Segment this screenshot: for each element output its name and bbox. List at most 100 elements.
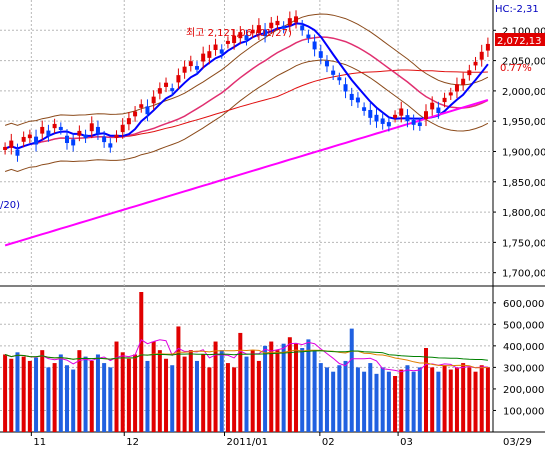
volume-bar [318, 363, 323, 432]
volume-bar [126, 358, 131, 432]
volume-tick-label: 200,000 [503, 385, 544, 396]
candle-body [201, 53, 206, 62]
volume-bar [120, 352, 125, 432]
volume-bar [151, 341, 156, 432]
volume-bar [417, 367, 422, 432]
volume-bar [77, 350, 82, 432]
candle-body [331, 70, 336, 75]
time-axis-ticks: 11 12 2011/01 02 03 [30, 432, 413, 448]
bollinger-lower [4, 59, 489, 173]
time-tick-label: 2011/01 [226, 437, 268, 448]
volume-bar [355, 367, 360, 432]
candle-body [114, 134, 119, 138]
candle-body [380, 118, 385, 124]
candle-body [139, 104, 144, 108]
candle-body [250, 29, 255, 34]
candle-body [83, 134, 88, 139]
volume-bar [89, 360, 94, 432]
candle-body [281, 25, 286, 29]
candle-body [287, 18, 292, 26]
volume-bar [393, 376, 398, 432]
corner-label: HC:-2,31 [495, 4, 539, 15]
candle-body [52, 123, 57, 129]
candle-body [454, 84, 459, 92]
volume-bar [343, 360, 348, 432]
volume-tick-label: 100,000 [503, 406, 544, 417]
volume-bar [294, 343, 299, 432]
volume-bar [263, 345, 268, 432]
candle-body [294, 16, 299, 23]
bollinger-upper [4, 13, 489, 126]
candle-body [27, 134, 32, 139]
volume-bar [114, 341, 119, 432]
volume-bar [201, 354, 206, 432]
candle-body [485, 43, 490, 51]
time-tick-label: 02 [322, 437, 335, 448]
candle-body [182, 66, 187, 73]
candle-body [176, 75, 181, 83]
volume-bar [374, 373, 379, 432]
candle-body [64, 135, 69, 143]
candle-body [21, 136, 26, 142]
candle-body [355, 97, 360, 103]
volume-bar [300, 348, 305, 432]
volume-bar [454, 367, 459, 432]
price-axis-ticks: 1,700,00 1,750,00 1,800,00 1,850,00 1,900,00… [493, 26, 545, 280]
volume-bar [485, 367, 490, 432]
volume-bar [207, 367, 212, 432]
candle-body [300, 25, 305, 31]
candle-body [126, 118, 131, 125]
volume-bar [71, 369, 76, 432]
volume-bar [133, 354, 138, 432]
price-tick-label: 1,700,00 [502, 269, 545, 280]
candle-body [40, 126, 45, 134]
volume-ma-40 [4, 350, 488, 361]
volume-bar [219, 350, 224, 432]
volume-bar [188, 350, 193, 432]
volume-bar [349, 328, 354, 432]
candle-body [324, 60, 329, 67]
volume-bar [436, 371, 441, 432]
candle-body [34, 136, 39, 145]
candle-body [349, 93, 354, 100]
candle-body [318, 51, 323, 58]
volume-bar [331, 371, 336, 432]
volume-bar [9, 358, 14, 432]
candle-body [15, 149, 20, 156]
candle-body [58, 126, 63, 130]
x-last-label: 03/29 [503, 437, 532, 448]
volume-tick-label: 600,000 [503, 299, 544, 310]
candle-body [405, 115, 410, 122]
candle-body [225, 40, 230, 44]
price-tick-label: 1,750,00 [502, 238, 545, 249]
volume-bar [238, 332, 243, 432]
volume-bar [102, 363, 107, 432]
volume-tick-label: 400,000 [503, 342, 544, 353]
candle-body [9, 140, 14, 148]
volume-bar [157, 350, 162, 432]
candle-body [207, 51, 212, 58]
volume-bar [479, 365, 484, 432]
candle-body [170, 88, 175, 92]
candle-body [374, 114, 379, 122]
volume-bar [306, 339, 311, 432]
time-tick-label: 11 [33, 437, 46, 448]
volume-bar [442, 365, 447, 432]
volume-bar [27, 360, 32, 432]
candle-body [219, 49, 224, 54]
candle-body [417, 122, 422, 127]
volume-bar [275, 350, 280, 432]
price-tick-label: 2,100,00 [502, 26, 545, 37]
candle-body [461, 78, 466, 85]
candle-body [194, 66, 199, 70]
candle-body [473, 61, 478, 66]
candle-body [145, 106, 150, 115]
candle-body [256, 25, 261, 34]
volume-bar [182, 356, 187, 432]
volume-bars [3, 292, 490, 432]
volume-bar [52, 363, 57, 432]
candle-body [275, 20, 280, 26]
candle-body [263, 29, 268, 37]
volume-bar [324, 367, 329, 432]
